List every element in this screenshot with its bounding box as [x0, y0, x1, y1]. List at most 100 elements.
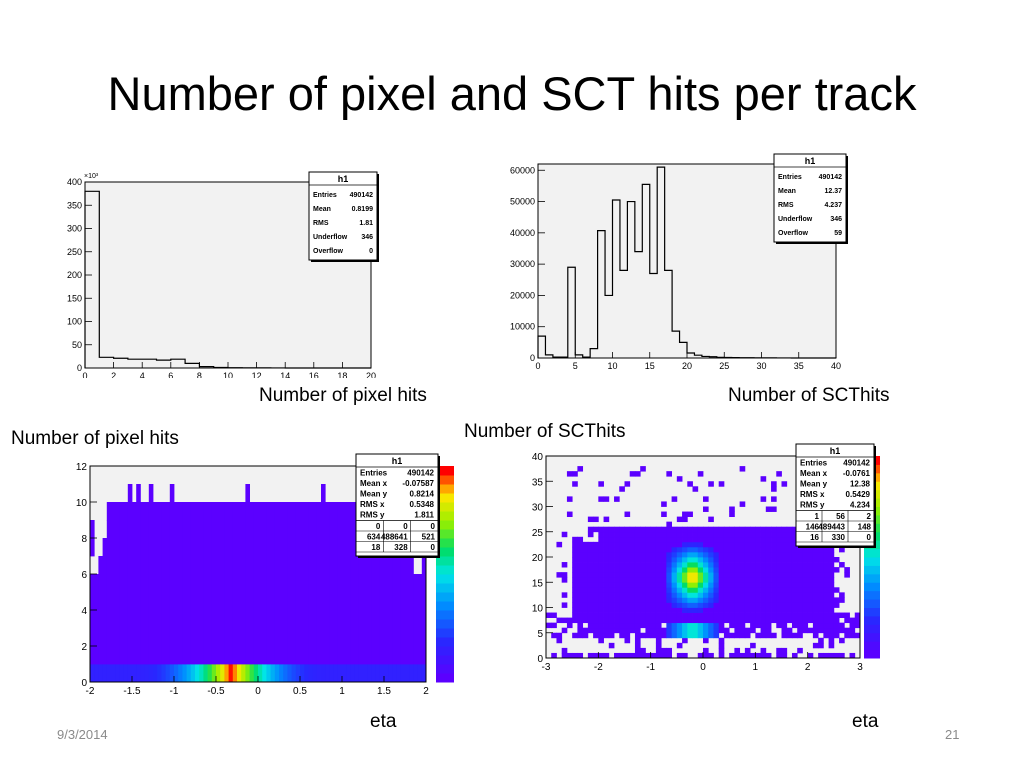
heatmap-cell: [270, 628, 276, 647]
heatmap-cell: [241, 664, 246, 683]
heatmap-cell: [169, 502, 175, 521]
heatmap-cell: [405, 628, 410, 647]
heatmap-cell: [640, 536, 646, 543]
heatmap-cell: [367, 556, 372, 575]
heatmap-cell: [786, 617, 793, 624]
heatmap-cell: [645, 607, 652, 613]
heatmap-cell: [692, 597, 699, 603]
heatmap-cell: [232, 574, 238, 593]
heatmap-cell: [190, 556, 196, 575]
heatmap-cell: [750, 531, 756, 538]
heatmap-cell: [682, 597, 688, 603]
heatmap-cell: [676, 597, 683, 603]
heatmap-cell: [624, 536, 631, 543]
heatmap-cell: [765, 567, 772, 573]
heatmap-cell: [582, 577, 589, 583]
color-scale-cell: [436, 466, 454, 476]
heatmap-cell: [755, 587, 761, 593]
heatmap-cell: [771, 617, 777, 624]
heatmap-cell: [207, 502, 213, 521]
heatmap-cell: [671, 617, 678, 624]
heatmap-cell: [614, 557, 620, 563]
heatmap-cell: [178, 538, 183, 557]
heatmap-cell: [661, 577, 667, 583]
heatmap-cell: [755, 546, 761, 553]
heatmap-cell: [744, 647, 751, 654]
heatmap-cell: [697, 622, 704, 629]
heatmap-cell: [765, 546, 772, 553]
heatmap-cell: [98, 646, 103, 665]
heatmap-cell: [237, 628, 242, 647]
heatmap-cell: [216, 574, 221, 593]
heatmap-cell: [807, 577, 814, 583]
x-tick-label: 0: [255, 686, 261, 697]
color-scale-cell: [864, 599, 880, 608]
heatmap-cell: [312, 520, 318, 539]
heatmap-cell: [802, 562, 809, 568]
heatmap-cell: [697, 572, 704, 578]
heatmap-cell: [262, 592, 267, 611]
heatmap-cell: [342, 610, 347, 629]
heatmap-cell: [854, 617, 861, 624]
stats-grid-cell: 328: [394, 543, 408, 552]
heatmap-cell: [598, 546, 604, 553]
heatmap-cell: [671, 562, 678, 568]
heatmap-cell: [682, 567, 688, 573]
heatmap-cell: [207, 574, 213, 593]
heatmap-cell: [729, 536, 735, 543]
heatmap-cell: [771, 531, 777, 538]
heatmap-cell: [744, 597, 751, 603]
heatmap-cell: [237, 664, 242, 683]
heatmap-cell: [195, 646, 200, 665]
heatmap-cell: [572, 546, 578, 553]
heatmap-cell: [232, 646, 238, 665]
stats-value: 490142: [843, 459, 870, 468]
heatmap-cell: [771, 607, 777, 613]
heatmap-cell: [598, 617, 604, 624]
heatmap-cell: [818, 592, 824, 598]
heatmap-cell: [561, 577, 568, 583]
heatmap-cell: [161, 556, 166, 575]
heatmap-cell: [734, 592, 741, 598]
heatmap-cell: [645, 562, 652, 568]
heatmap-cell: [295, 556, 301, 575]
slide-date: 9/3/2014: [57, 727, 108, 742]
heatmap-cell: [755, 602, 761, 608]
heatmap-cell: [781, 531, 788, 538]
heatmap-cell: [734, 652, 741, 659]
heatmap-cell: [655, 592, 662, 598]
heatmap-cell: [396, 610, 402, 629]
heatmap-cell: [136, 646, 141, 665]
heatmap-cell: [161, 574, 166, 593]
heatmap-cell: [818, 577, 824, 583]
heatmap-cell: [572, 557, 578, 563]
heatmap-cell: [350, 574, 355, 593]
heatmap-cell: [262, 502, 267, 521]
heatmap-cell: [661, 647, 667, 654]
stats-grid-cell: 0: [431, 522, 436, 531]
heatmap-cell: [350, 610, 355, 629]
heatmap-cell: [744, 541, 751, 548]
heatmap-cell: [127, 502, 133, 521]
heatmap-cell: [655, 587, 662, 593]
heatmap-cell: [572, 632, 578, 639]
heatmap-cell: [321, 574, 326, 593]
heatmap-cell: [136, 502, 141, 521]
heatmap-cell: [603, 541, 610, 548]
heatmap-cell: [329, 646, 334, 665]
heatmap-cell: [199, 574, 204, 593]
heatmap-cell: [676, 531, 683, 538]
heatmap-cell: [396, 592, 402, 611]
heatmap-cell: [148, 574, 154, 593]
heatmap-cell: [828, 607, 835, 613]
heatmap-cell: [199, 646, 204, 665]
heatmap-cell: [755, 597, 761, 603]
heatmap-cell: [823, 557, 829, 563]
heatmap-cell: [321, 592, 326, 611]
heatmap-cell: [692, 526, 699, 533]
heatmap-cell: [708, 597, 714, 603]
heatmap-cell: [148, 664, 154, 683]
heatmap-cell: [346, 592, 351, 611]
heatmap-cell: [676, 652, 683, 659]
heatmap-cell: [270, 502, 276, 521]
